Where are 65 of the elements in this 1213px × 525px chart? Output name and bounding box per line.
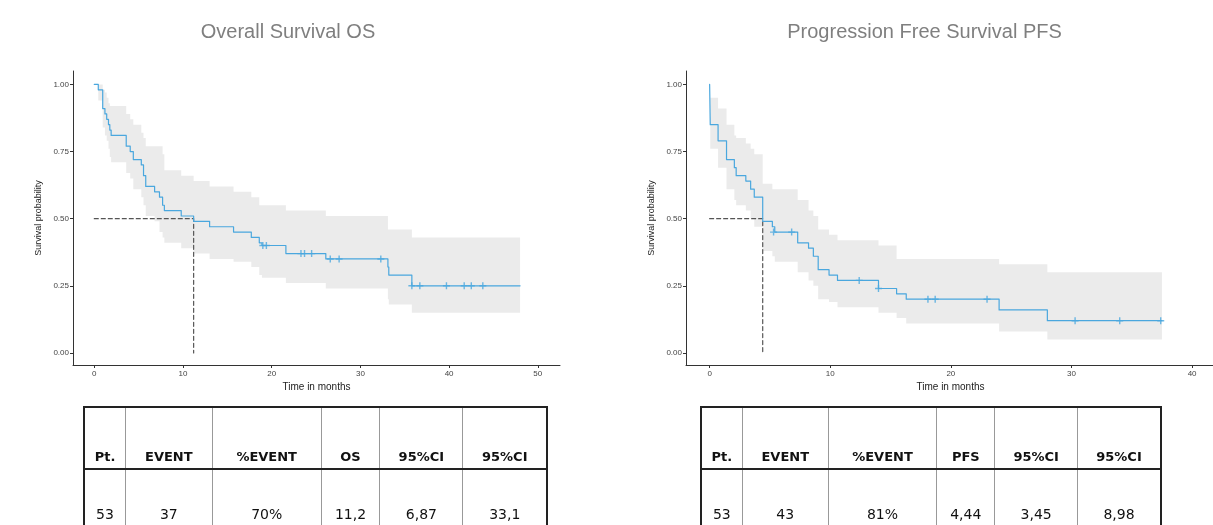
point: [924, 295, 932, 303]
point: [408, 282, 416, 290]
text: 95%CI: [994, 407, 1078, 469]
x-tick-label: 0: [707, 368, 713, 378]
point: [416, 282, 424, 290]
x-axis-title: Time in months: [916, 381, 985, 393]
y-axis-title: Survival probability: [646, 179, 657, 256]
y-tick-label: 0.50: [53, 214, 70, 224]
x-tick-label: 30: [1067, 368, 1077, 378]
text: %EVENT: [212, 407, 322, 469]
x-tick-label: 40: [1187, 368, 1198, 378]
x-tick-label: 20: [946, 368, 956, 378]
text: 81%: [828, 469, 937, 525]
text: 53: [701, 469, 743, 525]
text: Pt.: [84, 407, 126, 469]
text: %EVENT: [828, 407, 937, 469]
text: EVENT: [125, 407, 213, 469]
point: [983, 295, 991, 303]
text: OS: [321, 407, 380, 469]
point: [479, 282, 487, 290]
x-tick-label: 0: [92, 368, 98, 378]
x-tick-label: 50: [533, 368, 543, 378]
chart-title: Overall Survival OS: [200, 20, 376, 42]
y-tick-label: 0.25: [53, 281, 70, 291]
text: 37: [125, 469, 213, 525]
text: 8,98: [1077, 469, 1161, 525]
text: 3,45: [994, 469, 1078, 525]
point: [460, 282, 468, 290]
x-tick-label: 40: [444, 368, 455, 378]
point: [1071, 317, 1079, 325]
text: 95%CI: [379, 407, 463, 469]
x-tick-label: 10: [178, 368, 188, 378]
text: 4,44: [936, 469, 995, 525]
x-tick-label: 30: [355, 368, 366, 378]
y-tick-label: 1.00: [666, 79, 683, 89]
text: 33,1: [462, 469, 547, 525]
text: 95%CI: [1077, 407, 1161, 469]
point: [326, 255, 334, 263]
point: [377, 255, 385, 263]
text: 53: [84, 469, 126, 525]
y-tick-label: 0.75: [53, 147, 70, 157]
point: [855, 276, 863, 284]
text: 95%CI: [462, 407, 547, 469]
text: 11,2: [321, 469, 380, 525]
point: [788, 228, 796, 236]
x-axis-title: Time in months: [282, 381, 351, 393]
point: [931, 295, 939, 303]
y-tick-label: 0.25: [666, 281, 683, 291]
point: [335, 255, 343, 263]
text: 6,87: [379, 469, 463, 525]
text: 70%: [212, 469, 322, 525]
text: PFS: [936, 407, 995, 469]
x-tick-label: 10: [825, 368, 836, 378]
text: Pt.: [701, 407, 743, 469]
y-axis-title: Survival probability: [33, 179, 44, 256]
y-tick-label: 0.50: [666, 214, 683, 224]
y-tick-label: 0.00: [53, 348, 70, 358]
point: [770, 228, 778, 236]
text: 43: [742, 469, 829, 525]
y-tick-label: 1.00: [53, 79, 70, 89]
chart-title: Progression Free Survival PFS: [787, 20, 1062, 42]
y-tick-label: 0.00: [666, 348, 683, 358]
y-tick-label: 0.75: [666, 147, 683, 157]
text: EVENT: [742, 407, 829, 469]
x-tick-label: 20: [267, 368, 277, 378]
